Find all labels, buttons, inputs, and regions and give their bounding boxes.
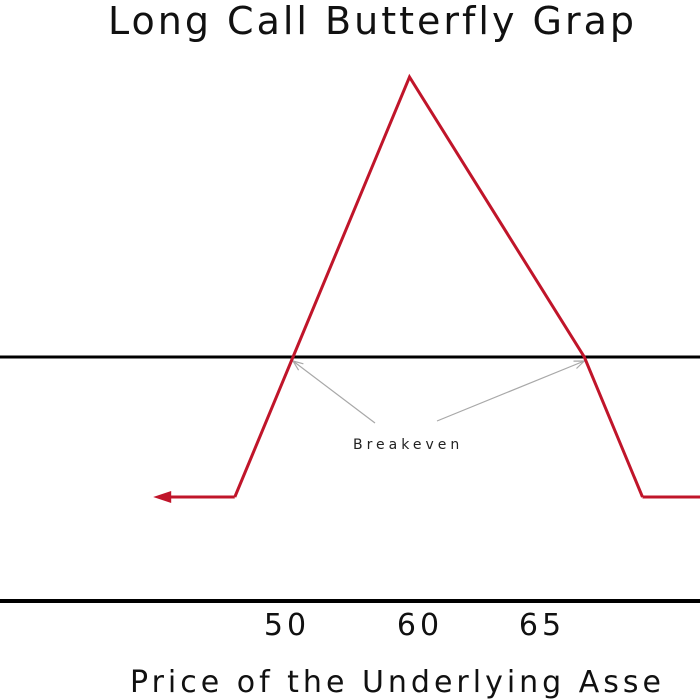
x-axis-label: Price of the Underlying Asse <box>130 665 665 700</box>
x-tick-labels: 50 60 65 <box>264 608 565 643</box>
breakeven-annotation: Breakeven <box>353 437 463 453</box>
payoff-line-group <box>153 73 700 503</box>
breakeven-pointer-arrowhead <box>573 360 586 369</box>
x-tick-label: 50 <box>264 608 310 643</box>
payoff-line <box>233 73 644 498</box>
breakeven-pointer-line <box>292 360 376 424</box>
breakeven-pointer-group <box>291 360 586 424</box>
breakeven-pointer-line <box>436 360 585 422</box>
chart-title: Long Call Butterfly Grap <box>108 0 637 43</box>
breakeven-pointer-arrowhead <box>291 360 304 371</box>
left-arrowhead <box>153 491 172 503</box>
x-tick-label: 65 <box>519 608 565 643</box>
x-tick-label: 60 <box>397 608 443 643</box>
